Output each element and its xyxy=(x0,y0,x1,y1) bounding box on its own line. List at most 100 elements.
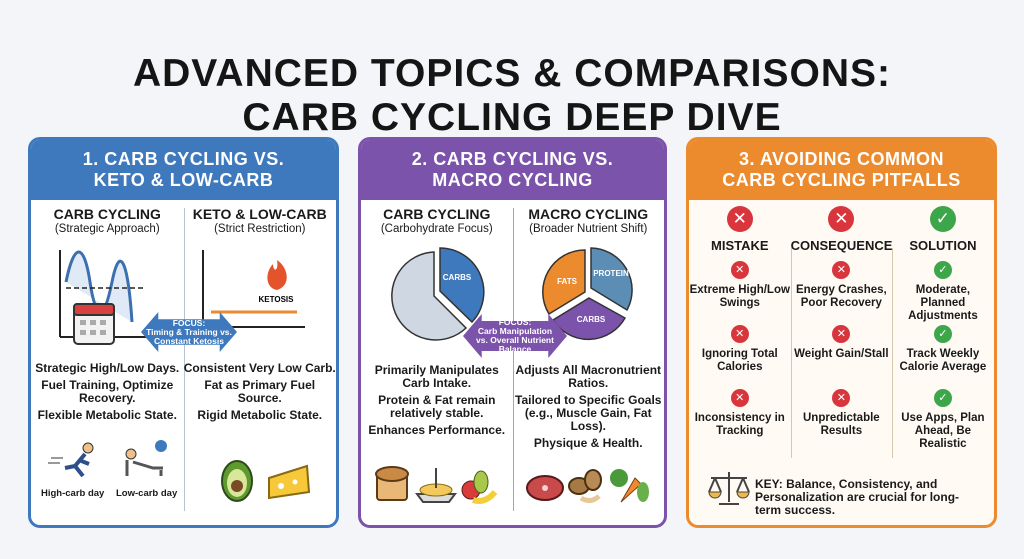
pitfall-text: Energy Crashes, Poor Recovery xyxy=(795,284,887,309)
column-carb-cycling: CARB CYCLING (Carbohydrate Focus) CARBS xyxy=(361,206,513,349)
column-title: MACRO CYCLING xyxy=(528,206,649,222)
pitfall-item: ✕ Energy Crashes, Poor Recovery xyxy=(791,253,893,317)
x-circle-icon: ✕ xyxy=(730,325,749,343)
column-subtitle: (Strategic Approach) xyxy=(54,223,160,235)
carb-wave-chart xyxy=(59,250,151,345)
panel-pitfalls: 3. AVOIDING COMMON CARB CYCLING PITFALLS … xyxy=(686,137,997,528)
divider xyxy=(512,208,514,511)
x-circle-icon: ✕ xyxy=(726,206,753,232)
keto-desc: Consistent Very Low Carb. Fat as Primary … xyxy=(184,362,337,426)
panel-carb-vs-keto: 1. CARB CYCLING VS. KETO & LOW-CARB CARB … xyxy=(28,137,339,528)
focus-text: FOCUS: xyxy=(498,317,532,327)
day-icons xyxy=(48,440,167,478)
food-icons xyxy=(375,466,649,504)
pitfall-column-consequence: ✕ CONSEQUENCE ✕ Energy Crashes, Poor Recove… xyxy=(790,206,893,441)
nuts-icon xyxy=(568,469,602,504)
pitfall-item: ✓ Moderate, Planned Adjustments xyxy=(892,253,994,322)
x-circle-icon: ✕ xyxy=(832,389,851,407)
focus-text: Timing & Training vs. xyxy=(146,326,232,337)
pitfall-text: Extreme High/Low Swings xyxy=(689,284,790,309)
vegetables-icon xyxy=(610,469,649,503)
avocado-icon xyxy=(221,460,253,502)
focus-text: Carb Manipulation xyxy=(477,326,553,336)
column-title: CONSEQUENCE xyxy=(790,238,893,253)
column-title: CARB CYCLING xyxy=(53,206,161,222)
x-circle-icon: ✕ xyxy=(832,325,851,343)
pie-label: PROTEIN xyxy=(593,269,629,278)
column-title: CARB CYCLING xyxy=(383,206,491,222)
desc-text: Protein & Fat remain relatively stable. xyxy=(378,393,496,420)
calendar-icon xyxy=(73,303,116,345)
focus-text: vs. Overall Nutrient xyxy=(476,335,554,345)
focus-text: FOCUS: xyxy=(172,317,206,328)
pie-label: CARBS xyxy=(443,273,472,282)
pitfall-item: ✕ Inconsistency in Tracking xyxy=(689,381,791,441)
resting-person-icon xyxy=(125,440,167,476)
macro-cycling-desc: Adjusts All Macronutrient Ratios. Tailore… xyxy=(513,364,665,454)
panel-header: 1. CARB CYCLING VS. KETO & LOW-CARB xyxy=(31,140,336,200)
panel-header: 2. CARB CYCLING VS. MACRO CYCLING xyxy=(361,140,664,200)
column-subtitle: (Broader Nutrient Shift) xyxy=(529,223,648,235)
flame-icon xyxy=(267,260,287,290)
pitfall-text: Ignoring Total Calories xyxy=(701,348,778,373)
pitfall-text: Inconsistency in Tracking xyxy=(694,412,785,437)
check-circle-icon: ✓ xyxy=(933,325,952,343)
title-line-1: ADVANCED TOPICS & COMPARISONS: xyxy=(132,52,892,95)
pie-slice-fats xyxy=(542,249,586,316)
focus-text: Balance xyxy=(498,344,532,354)
check-circle-icon: ✓ xyxy=(933,389,952,407)
focus-text: Constant Ketosis xyxy=(154,335,224,346)
pitfall-item: ✓ Use Apps, Plan Ahead, Be Realistic xyxy=(892,381,994,450)
header-line: MACRO CYCLING xyxy=(432,170,593,190)
desc-text: Enhances Performance. xyxy=(368,423,506,437)
scale-icon xyxy=(708,472,750,505)
pie-label: FATS xyxy=(557,277,578,286)
desc-text: Rigid Metabolic State. xyxy=(197,408,323,422)
divider xyxy=(892,248,894,458)
column-keto: KETO & LOW-CARB (Strict Restriction) KET… xyxy=(184,206,337,357)
header-line: 2. CARB CYCLING VS. xyxy=(411,149,614,169)
carb-cycling-desc: Strategic High/Low Days. Fuel Training, O… xyxy=(31,362,184,426)
page-title: ADVANCED TOPICS & COMPARISONS: CARB CYCL… xyxy=(0,52,1024,140)
steak-icon xyxy=(526,475,564,501)
x-circle-icon: ✕ xyxy=(730,389,749,407)
ketosis-label: KETOSIS xyxy=(258,295,294,304)
column-subtitle: (Strict Restriction) xyxy=(214,223,306,235)
column-title: KETO & LOW-CARB xyxy=(192,206,327,222)
column-carb-cycling: CARB CYCLING (Strategic Approach) xyxy=(31,206,184,357)
header-line: KETO & LOW-CARB xyxy=(93,170,274,190)
desc-text: Fuel Training, Optimize Recovery. xyxy=(41,378,174,405)
pie-label: CARBS xyxy=(577,315,606,324)
cheese-icon xyxy=(268,464,311,500)
column-subtitle: (Carbohydrate Focus) xyxy=(380,223,493,235)
pitfall-text: Unpredictable Results xyxy=(803,412,880,437)
pitfall-column-mistake: ✕ MISTAKE ✕ Extreme High/Low Swings ✕ Ignorin… xyxy=(689,206,791,441)
x-circle-icon: ✕ xyxy=(828,206,855,232)
divider xyxy=(790,248,792,458)
pie-slice-protein xyxy=(590,247,634,312)
caption-low-carb: Low-carb day xyxy=(116,488,178,499)
macro-pie: FATS PROTEIN CARBS xyxy=(542,247,634,341)
divider xyxy=(183,208,185,511)
pasta-icon xyxy=(415,468,457,503)
pitfall-text: Track Weekly Calorie Average xyxy=(899,348,987,373)
column-macro-cycling: MACRO CYCLING (Broader Nutrient Shift) F… xyxy=(513,206,665,349)
runner-icon xyxy=(48,442,94,478)
column-title: SOLUTION xyxy=(909,238,977,253)
bread-icon xyxy=(375,466,409,501)
pitfall-item: ✓ Track Weekly Calorie Average xyxy=(892,317,994,381)
key-takeaway: KEY: Balance, Consistency, and Personali… xyxy=(755,477,960,517)
keto-flat-chart: KETOSIS xyxy=(201,250,305,328)
pitfall-text: Weight Gain/Stall xyxy=(794,348,889,360)
desc-text: Fat as Primary Fuel Source. xyxy=(204,378,316,405)
desc-text: Consistent Very Low Carb. xyxy=(183,361,336,375)
keto-food-icons xyxy=(221,460,311,502)
desc-text: Adjusts All Macronutrient Ratios. xyxy=(515,363,662,390)
pitfall-text: Use Apps, Plan Ahead, Be Realistic xyxy=(901,412,985,450)
title-line-2: CARB CYCLING DEEP DIVE xyxy=(242,96,782,139)
pitfall-item: ✕ Unpredictable Results xyxy=(791,381,893,441)
carb-cycling-desc: Primarily Manipulates Carb Intake. Protei… xyxy=(361,364,513,441)
desc-text: Tailored to Specific Goals (e.g., Muscle… xyxy=(515,393,662,433)
pitfall-item: ✕ Ignoring Total Calories xyxy=(689,317,791,381)
pitfall-column-solution: ✓ SOLUTION ✓ Moderate, Planned Adjustments ✓… xyxy=(892,206,994,450)
